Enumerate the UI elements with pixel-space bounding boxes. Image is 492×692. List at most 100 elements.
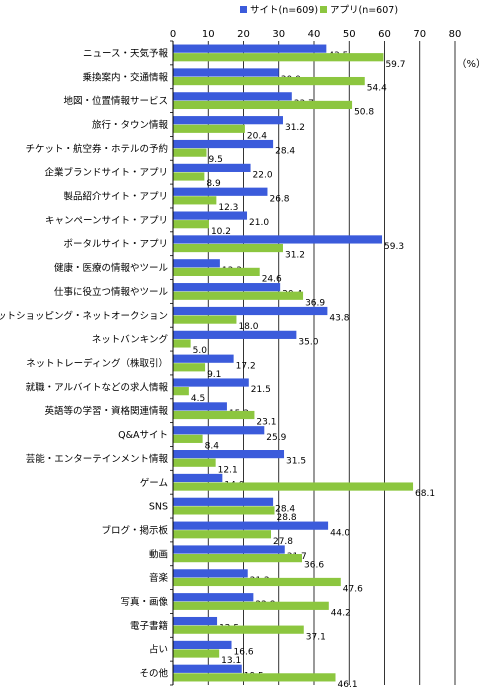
app-bar [173,339,191,348]
app-bar [173,577,341,587]
site-bar [173,211,248,220]
category-label: 旅行・タウン情報 [92,119,169,131]
category-label: SNS [149,502,168,513]
site-bar [173,259,220,268]
app-bar [173,100,353,110]
site-value-label: 44.0 [330,528,350,538]
site-bar [173,569,248,578]
category-label: 就職・アルバイトなどの求人情報 [26,381,169,393]
bars: 43.559.730.054.433.750.831.220.428.49.52… [173,44,435,690]
category-label: 動画 [149,549,168,560]
legend-swatch [320,6,327,13]
app-value-label: 54.4 [367,84,387,94]
app-bar [173,482,414,491]
category-label: ポータルサイト・アプリ [63,239,168,250]
app-bar [173,601,329,610]
site-bar [173,402,227,411]
app-value-label: 8.9 [206,179,221,189]
unit-label: （%） [456,58,486,70]
site-value-label: 31.2 [285,123,305,133]
site-bar [173,235,383,244]
app-value-label: 12.1 [218,465,238,475]
site-value-label: 16.6 [234,648,254,658]
site-bar [173,354,234,363]
app-bar [173,387,189,396]
site-bar [173,473,223,483]
site-bar [173,497,274,506]
category-label: 製品紹介サイト・アプリ [63,191,168,203]
app-value-label: 28.8 [277,513,297,523]
site-bar [173,306,328,316]
app-value-label: 47.6 [343,585,363,595]
category-label: ネットバンキング [92,334,169,346]
app-bar [173,458,216,467]
x-tick-label: 80 [449,29,462,40]
site-bar [173,616,218,626]
category-label: 芸能・エンターテインメント情報 [26,453,169,465]
app-bar [173,267,260,276]
category-label: チケット・航空券・ホテルの予約 [25,143,168,155]
app-bar [173,220,209,229]
app-bar [173,625,304,634]
app-bar [173,291,304,300]
app-value-label: 31.2 [285,251,305,261]
app-value-label: 18.0 [238,322,258,332]
site-value-label: 26.8 [269,194,289,204]
site-bar [173,283,281,292]
app-value-label: 4.5 [191,394,205,404]
category-label: ニュース・天気予報 [83,47,169,59]
site-bar [173,139,274,149]
app-bar [173,673,336,682]
x-tick-label: 10 [202,29,215,40]
x-tick-label: 40 [308,29,321,40]
site-value-label: 25.9 [266,433,286,443]
site-value-label: 28.4 [275,147,295,157]
category-label: ネットトレーディング（株取引） [26,358,168,370]
site-bar [173,116,283,125]
site-bar [173,378,249,387]
x-tick-label: 50 [343,29,356,40]
y-axis [170,40,174,686]
app-value-label: 37.1 [306,632,326,642]
site-value-label: 21.0 [249,218,269,228]
app-value-label: 20.4 [247,131,267,141]
site-value-label: 28.4 [275,504,295,514]
app-bar [173,196,217,205]
site-value-label: 59.3 [384,242,404,252]
app-value-label: 13.1 [221,656,241,666]
category-label: 仕事に役立つ情報やツール [54,286,169,298]
app-bar [173,172,205,181]
app-value-label: 50.8 [354,108,374,118]
site-bar [173,426,265,435]
category-label: 占い [149,644,168,656]
x-tick-label: 0 [170,29,176,40]
app-value-label: 9.5 [208,155,222,165]
site-bar [173,640,232,650]
x-axis-ticks: 0 10 20 30 40 50 60 70 80 [170,29,462,40]
site-value-label: 35.0 [298,337,318,347]
app-value-label: 8.4 [205,441,220,451]
site-bar [173,68,279,77]
site-value-label: 31.5 [286,457,306,467]
category-label: 乗換案内・交通情報 [82,71,168,83]
app-bar [173,506,275,515]
app-value-label: 10.2 [211,227,231,237]
app-value-label: 36.9 [305,298,325,308]
category-label: ゲーム [140,477,168,489]
site-value-label: 22.0 [253,170,273,180]
app-value-label: 68.1 [415,489,435,499]
category-label: ネットショッピング・ネットオークション [0,310,168,322]
app-bar [173,530,271,539]
site-value-label: 43.8 [329,314,349,324]
app-bar [173,315,237,324]
category-label: 地図・位置情報サービス [63,95,168,107]
legend-label: サイト(n=609) [250,5,318,16]
app-bar [173,76,365,86]
site-bar [173,330,297,339]
app-bar [173,124,245,133]
category-label: キャンペーンサイト・アプリ [45,215,168,226]
category-label: 英語等の学習・資格関連情報 [44,405,168,417]
legend-swatch [240,6,247,13]
legend: サイト(n=609) アプリ(n=607) [240,5,398,16]
